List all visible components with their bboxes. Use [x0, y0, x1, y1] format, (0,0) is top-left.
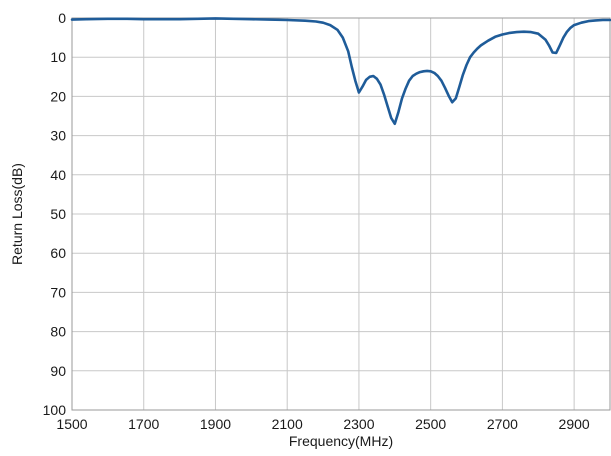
- x-tick-label: 1700: [128, 416, 159, 432]
- y-tick-labels: 0 10 20 30 40 50 60 70 80 90 100: [43, 10, 67, 418]
- x-tick-label: 2300: [343, 416, 374, 432]
- y-tick-label: 50: [50, 206, 66, 222]
- x-tick-label: 2900: [559, 416, 590, 432]
- y-tick-label: 0: [58, 10, 66, 26]
- x-tick-label: 2700: [487, 416, 518, 432]
- return-loss-series-line: [70, 17, 611, 126]
- y-tick-label: 10: [50, 49, 66, 65]
- y-axis-label: Return Loss(dB): [9, 163, 25, 265]
- x-tick-label: 2100: [272, 416, 303, 432]
- x-axis-label: Frequency(MHz): [289, 433, 393, 449]
- y-tick-label: 80: [50, 324, 66, 340]
- y-tick-label: 70: [50, 284, 66, 300]
- y-tick-label: 40: [50, 167, 66, 183]
- series-layer: [70, 17, 611, 126]
- y-tick-label: 60: [50, 245, 66, 261]
- y-tick-label: 30: [50, 128, 66, 144]
- y-tick-label: 90: [50, 363, 66, 379]
- x-tick-label: 1900: [200, 416, 231, 432]
- x-tick-label: 1500: [56, 416, 87, 432]
- x-tick-label: 2500: [415, 416, 446, 432]
- y-tick-label: 100: [43, 402, 67, 418]
- grid: [72, 18, 610, 410]
- x-tick-labels: 1500 1700 1900 2100 2300 2500 2700 2900: [56, 416, 589, 432]
- y-tick-label: 20: [50, 88, 66, 104]
- plot-frame: [71, 17, 611, 411]
